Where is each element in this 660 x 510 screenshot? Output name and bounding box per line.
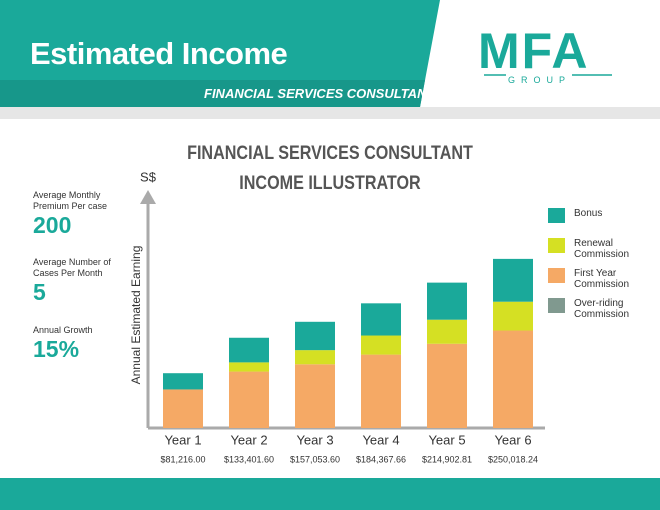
logo-sub: GROUP xyxy=(508,75,572,85)
total-label: $157,053.60 xyxy=(290,454,340,464)
legend-swatch xyxy=(548,298,565,313)
chart-title: FINANCIAL SERVICES CONSULTANT xyxy=(187,142,473,164)
stat-label: Annual Growth xyxy=(33,325,93,335)
bar-segment xyxy=(163,389,203,428)
x-tick-label: Year 2 xyxy=(230,432,267,447)
legend-item: Over-riding Commission xyxy=(548,298,644,320)
bar-segment xyxy=(427,343,467,428)
bar-segment xyxy=(493,301,533,331)
bar-segment xyxy=(427,282,467,320)
x-tick-label: Year 1 xyxy=(164,432,201,447)
legend-item: Renewal Commission xyxy=(548,238,644,260)
bar-segment xyxy=(229,362,269,372)
logo: MFA xyxy=(478,23,590,79)
bar-segment xyxy=(229,337,269,363)
bar-segment xyxy=(295,350,335,365)
chart-title: INCOME ILLUSTRATOR xyxy=(239,172,421,194)
x-tick-label: Year 6 xyxy=(494,432,531,447)
bar-segment xyxy=(427,319,467,344)
legend-label: Renewal Commission xyxy=(574,238,630,260)
bar-segment xyxy=(361,335,401,355)
header-strip xyxy=(0,107,660,119)
legend-label: First Year Commission xyxy=(574,268,630,290)
input-stat: Annual Growth 15% xyxy=(33,325,123,363)
stat-value: 5 xyxy=(33,279,46,305)
bar-segment xyxy=(163,373,203,390)
y-axis-label: Annual Estimated Earning xyxy=(129,246,143,385)
x-tick-label: Year 5 xyxy=(428,432,465,447)
bar-segment xyxy=(493,330,533,428)
y-axis-arrow xyxy=(140,190,156,204)
legend-label: Over-riding Commission xyxy=(574,298,630,320)
y-unit: S$ xyxy=(140,169,157,184)
bar-segment xyxy=(229,371,269,428)
input-stat: Average Monthly Premium Per case 200 xyxy=(33,190,123,239)
legend-swatch xyxy=(548,238,565,253)
page-subtitle: FINANCIAL SERVICES CONSULTANT xyxy=(204,86,435,101)
subtitle-band xyxy=(0,80,425,107)
bar-segment xyxy=(295,321,335,351)
bar-segment xyxy=(295,364,335,428)
legend-swatch xyxy=(548,208,565,223)
total-label: $184,367.66 xyxy=(356,454,406,464)
legend-item: First Year Commission xyxy=(548,268,644,290)
bar-segment xyxy=(361,354,401,428)
footer-band xyxy=(0,478,660,510)
total-label: $133,401.60 xyxy=(224,454,274,464)
input-stat: Average Number of Cases Per Month 5 xyxy=(33,257,123,306)
legend-swatch xyxy=(548,268,565,283)
stat-label: Average Number of Cases Per Month xyxy=(33,257,111,278)
total-label: $214,902.81 xyxy=(422,454,472,464)
stat-label: Average Monthly Premium Per case xyxy=(33,190,108,211)
stat-value: 200 xyxy=(33,212,72,238)
page-title: Estimated Income xyxy=(30,36,288,71)
x-tick-label: Year 3 xyxy=(296,432,333,447)
total-label: $81,216.00 xyxy=(160,454,205,464)
x-tick-label: Year 4 xyxy=(362,432,399,447)
legend-item: Bonus xyxy=(548,208,644,223)
bar-segment xyxy=(361,303,401,336)
total-label: $250,018.24 xyxy=(488,454,538,464)
legend-label: Bonus xyxy=(574,208,603,219)
bar-segment xyxy=(493,258,533,302)
stat-value: 15% xyxy=(33,336,80,362)
